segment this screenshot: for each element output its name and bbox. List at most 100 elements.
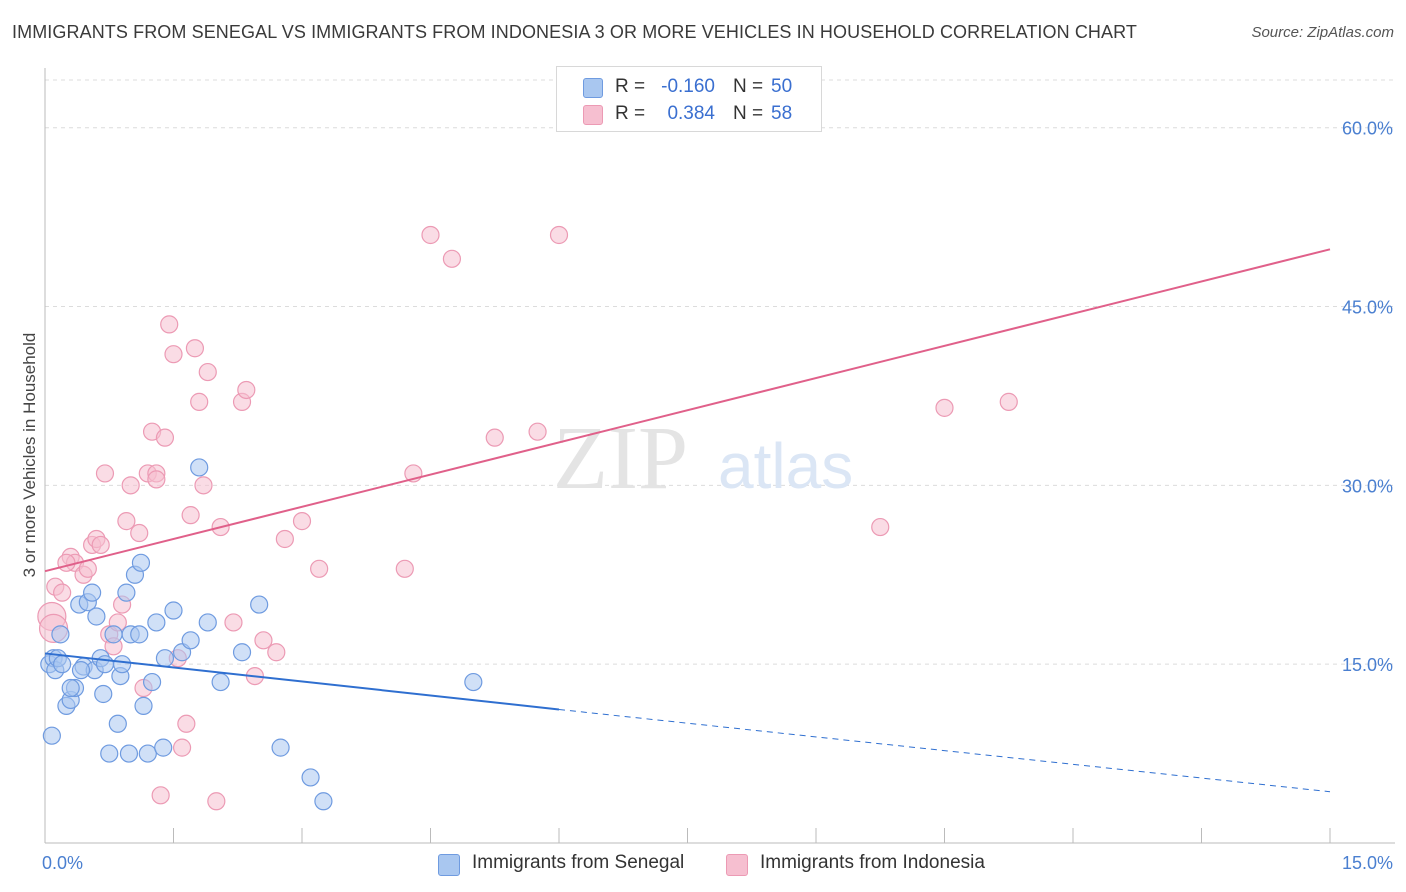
- indonesia-point: [485, 428, 504, 447]
- legend-n-label: N =: [733, 76, 764, 97]
- indonesia-point: [237, 380, 256, 400]
- indonesia-point: [130, 523, 149, 543]
- indonesia-point: [224, 613, 243, 632]
- senegal-point: [134, 696, 153, 715]
- indonesia-point: [160, 315, 179, 334]
- senegal-point: [190, 458, 209, 477]
- senegal-trend-extension: [558, 708, 1331, 793]
- senegal-point: [271, 738, 290, 757]
- legend-n-label: N =: [733, 103, 764, 124]
- legend-r-value: 0.384: [667, 103, 715, 124]
- indonesia-point: [190, 392, 209, 411]
- senegal-point: [87, 607, 106, 626]
- chart-title: IMMIGRANTS FROM SENEGAL VS IMMIGRANTS FR…: [12, 22, 1138, 42]
- indonesia-point: [155, 428, 175, 447]
- senegal-legend-label: Immigrants from Senegal: [472, 852, 685, 873]
- watermark: ZIP atlas: [553, 409, 853, 508]
- senegal-point: [142, 672, 162, 692]
- senegal-point: [301, 768, 320, 787]
- senegal-point: [53, 655, 72, 674]
- indonesia-point: [95, 464, 115, 483]
- indonesia-point: [871, 517, 890, 537]
- indonesia-point: [91, 535, 110, 555]
- indonesia-point: [121, 476, 140, 495]
- x-tick-label: 0.0%: [42, 853, 83, 873]
- y-axis-label: 3 or more Vehicles in Household: [20, 333, 39, 578]
- x-tick-label: 15.0%: [1342, 853, 1393, 873]
- source-credit: Source: ZipAtlas.com: [1251, 24, 1394, 41]
- indonesia-points: [37, 225, 1018, 811]
- senegal-point: [211, 672, 230, 692]
- series-legend: Immigrants from Senegal Immigrants from …: [0, 852, 1406, 878]
- senegal-point: [95, 655, 115, 674]
- indonesia-point: [185, 339, 205, 358]
- indonesia-point: [207, 792, 226, 811]
- indonesia-point: [151, 786, 170, 805]
- senegal-point: [119, 744, 139, 763]
- senegal-point: [314, 792, 333, 811]
- senegal-points: [40, 458, 483, 811]
- senegal-point: [100, 744, 119, 763]
- trend-lines: [44, 248, 1331, 793]
- indonesia-legend-swatch: [726, 854, 748, 876]
- senegal-point: [155, 649, 175, 668]
- watermark-atlas: atlas: [718, 430, 853, 502]
- indonesia-legend-label: Immigrants from Indonesia: [760, 852, 985, 873]
- indonesia-point: [549, 225, 569, 245]
- legend-r-label: R =: [615, 103, 646, 124]
- watermark-zip: ZIP: [553, 409, 688, 508]
- legend-n-value: 58: [771, 103, 793, 124]
- senegal-point: [117, 583, 136, 602]
- senegal-point: [464, 672, 483, 692]
- indonesia-point: [395, 559, 414, 578]
- indonesia-point: [292, 512, 312, 531]
- legend-n-value: 50: [771, 76, 793, 97]
- y-tick-label: 30.0%: [1342, 476, 1393, 496]
- indonesia-point: [421, 225, 440, 245]
- indonesia-point: [528, 422, 547, 441]
- indonesia-point: [194, 476, 213, 495]
- senegal-point: [181, 631, 200, 650]
- senegal-point: [51, 625, 70, 644]
- indonesia-swatch: [583, 105, 603, 125]
- senegal-point: [164, 601, 183, 620]
- senegal-point: [112, 655, 132, 674]
- senegal-point: [42, 726, 61, 745]
- legend-r-label: R =: [615, 76, 646, 97]
- senegal-point: [131, 553, 151, 572]
- y-tick-label: 60.0%: [1342, 119, 1393, 139]
- indonesia-point: [53, 583, 72, 602]
- y-tick-label: 45.0%: [1342, 298, 1393, 318]
- grid-lines: [45, 79, 1395, 665]
- senegal-point: [71, 661, 91, 680]
- senegal-point: [250, 595, 269, 614]
- indonesia-point: [442, 249, 462, 268]
- senegal-point: [232, 643, 252, 662]
- indonesia-point: [164, 345, 183, 364]
- indonesia-trend-line: [44, 248, 1331, 573]
- correlation-legend: R = -0.160 N = 50 R = 0.384 N = 58: [556, 66, 822, 132]
- legend-r-value: -0.160: [661, 76, 715, 97]
- indonesia-point: [177, 714, 196, 733]
- indonesia-point: [147, 470, 166, 489]
- senegal-legend-swatch: [438, 854, 460, 876]
- indonesia-point: [275, 529, 294, 549]
- senegal-point: [94, 684, 113, 704]
- axes: [44, 68, 1395, 844]
- indonesia-point: [254, 631, 273, 650]
- y-tick-label: 15.0%: [1342, 655, 1393, 675]
- senegal-point: [83, 583, 102, 602]
- senegal-point: [108, 714, 127, 733]
- indonesia-point: [181, 506, 200, 525]
- indonesia-point: [999, 392, 1018, 411]
- indonesia-point: [310, 559, 329, 578]
- senegal-trend-line: [44, 652, 560, 711]
- senegal-point: [154, 738, 173, 757]
- indonesia-point: [935, 398, 954, 417]
- indonesia-point: [57, 553, 76, 572]
- senegal-point: [61, 678, 80, 698]
- senegal-point: [147, 613, 166, 632]
- senegal-point: [138, 744, 157, 763]
- indonesia-point: [267, 643, 286, 662]
